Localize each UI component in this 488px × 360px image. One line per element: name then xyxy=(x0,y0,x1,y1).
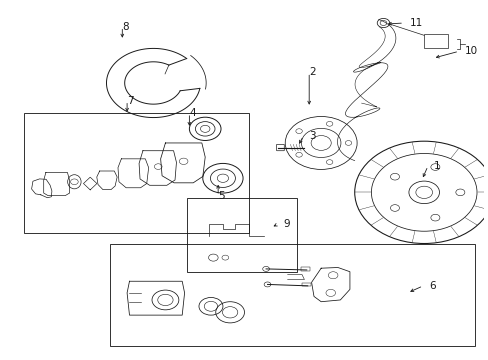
Bar xyxy=(424,33,447,48)
Text: 6: 6 xyxy=(428,281,435,291)
Text: 3: 3 xyxy=(308,131,315,141)
Text: 4: 4 xyxy=(189,108,196,118)
Text: 8: 8 xyxy=(122,22,129,32)
Text: 5: 5 xyxy=(218,191,224,201)
Bar xyxy=(301,267,309,271)
Text: 1: 1 xyxy=(433,161,440,171)
Text: 10: 10 xyxy=(464,46,477,56)
Text: 7: 7 xyxy=(127,96,133,105)
Bar xyxy=(24,113,249,233)
Text: 2: 2 xyxy=(308,67,315,77)
Text: 9: 9 xyxy=(283,219,290,229)
Text: 11: 11 xyxy=(409,18,422,28)
Bar xyxy=(110,243,473,346)
Bar xyxy=(186,198,297,272)
Bar xyxy=(302,283,310,286)
